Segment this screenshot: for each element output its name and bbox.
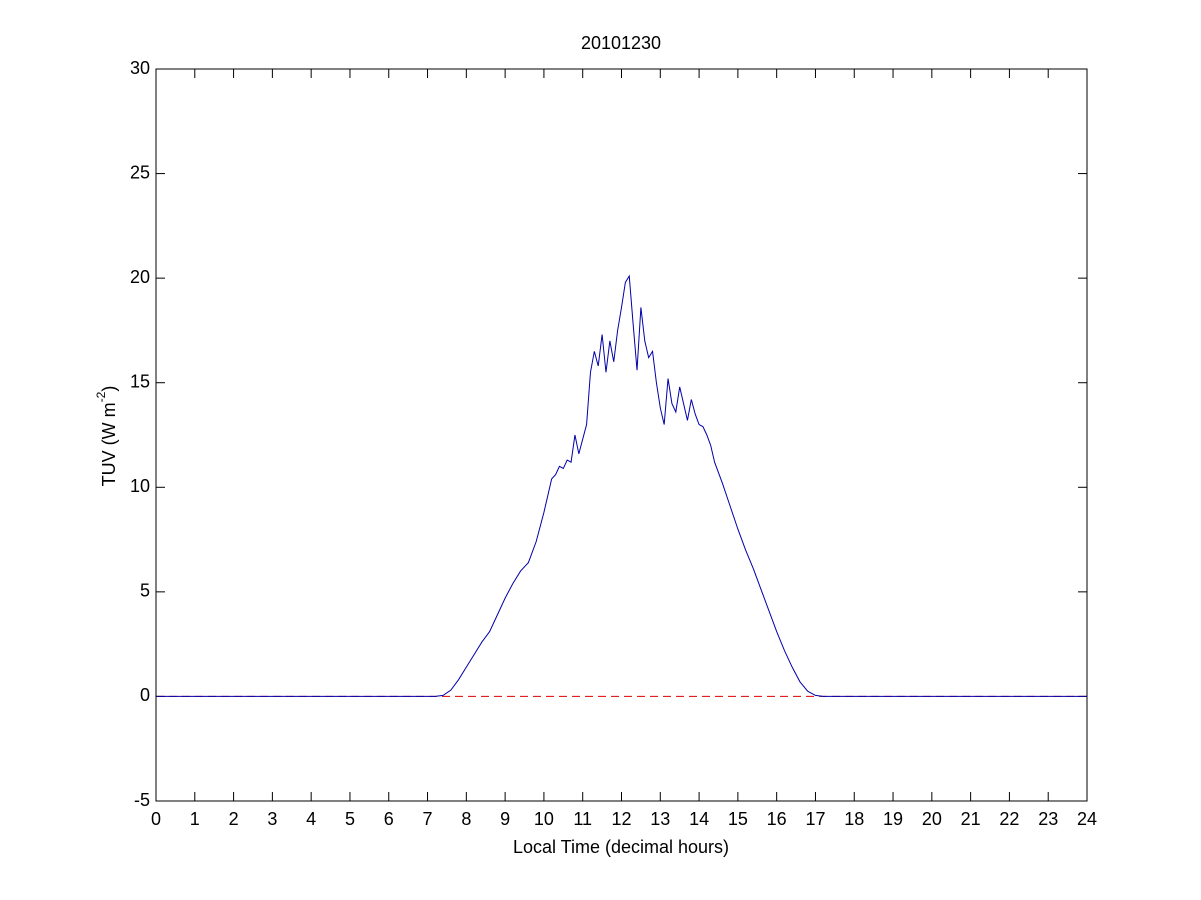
y-tick-label: -5 bbox=[134, 790, 150, 810]
x-tick-label: 14 bbox=[689, 809, 709, 829]
x-tick-label: 10 bbox=[534, 809, 554, 829]
y-tick-label: 30 bbox=[130, 58, 150, 78]
chart-title: 20101230 bbox=[581, 33, 661, 53]
x-tick-label: 24 bbox=[1077, 809, 1097, 829]
x-tick-label: 9 bbox=[500, 809, 510, 829]
x-tick-label: 20 bbox=[922, 809, 942, 829]
y-axis-label-text: TUV (W m bbox=[99, 402, 119, 486]
x-tick-label: 0 bbox=[151, 809, 161, 829]
x-tick-label: 23 bbox=[1038, 809, 1058, 829]
y-tick-label: 0 bbox=[140, 685, 150, 705]
x-tick-label: 16 bbox=[767, 809, 787, 829]
x-tick-label: 6 bbox=[384, 809, 394, 829]
y-tick-label: 25 bbox=[130, 162, 150, 182]
x-tick-label: 3 bbox=[267, 809, 277, 829]
x-tick-label: 15 bbox=[728, 809, 748, 829]
x-tick-label: 18 bbox=[844, 809, 864, 829]
y-axis-label-end: ) bbox=[99, 386, 119, 392]
x-tick-label: 13 bbox=[650, 809, 670, 829]
y-tick-label: 5 bbox=[140, 581, 150, 601]
x-tick-label: 8 bbox=[461, 809, 471, 829]
data-line bbox=[156, 274, 1087, 697]
y-axis-label-superscript: -2 bbox=[94, 391, 108, 402]
x-tick-label: 22 bbox=[999, 809, 1019, 829]
x-tick-label: 11 bbox=[573, 809, 592, 829]
y-tick-label: 20 bbox=[130, 267, 150, 287]
y-tick-label: 15 bbox=[130, 371, 150, 391]
y-tick-label: 10 bbox=[130, 476, 150, 496]
x-tick-label: 4 bbox=[306, 809, 316, 829]
x-tick-label: 21 bbox=[961, 809, 981, 829]
x-tick-label: 12 bbox=[611, 809, 631, 829]
x-tick-label: 7 bbox=[423, 809, 433, 829]
x-tick-label: 2 bbox=[229, 809, 239, 829]
y-axis-label: TUV (W m-2) bbox=[94, 386, 119, 487]
x-tick-label: 17 bbox=[805, 809, 825, 829]
plot-frame bbox=[155, 68, 1088, 802]
x-tick-label: 19 bbox=[883, 809, 903, 829]
x-tick-label: 1 bbox=[190, 809, 200, 829]
x-tick-label: 5 bbox=[345, 809, 355, 829]
x-axis-label: Local Time (decimal hours) bbox=[513, 837, 729, 857]
